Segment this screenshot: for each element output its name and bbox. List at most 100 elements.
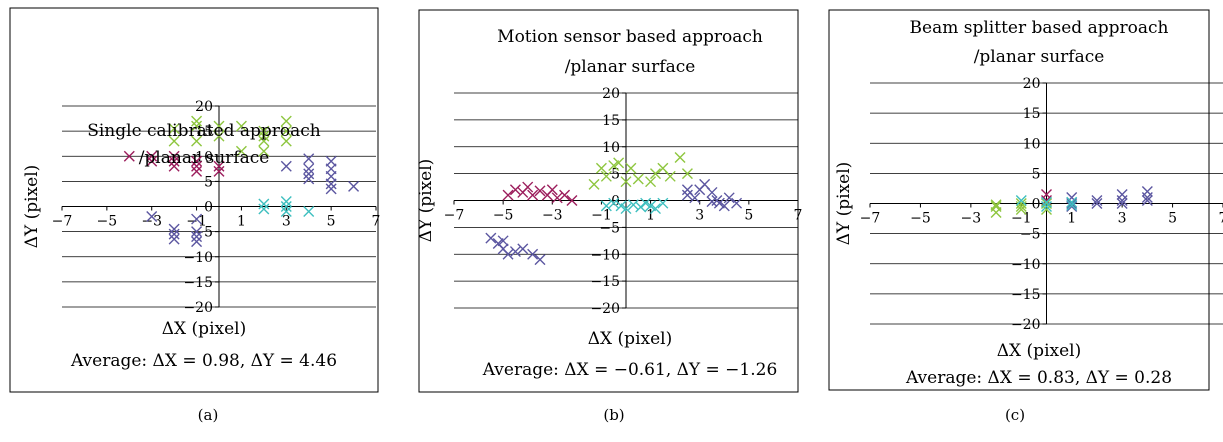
data-point [502,189,514,201]
data-point [168,135,180,147]
data-point [258,130,270,142]
panel-b: −7 −5 −3 −1 1 3 5 7 20 15 10 5 0 −5 −10 −15 −20 Motion se… [410,0,810,400]
x-tick-label: −3 [542,208,563,224]
data-point [213,130,225,142]
y-tick-label: 10 [602,140,620,156]
y-tick-label: −15 [183,275,213,291]
x-tick-label: 3 [1118,211,1127,227]
data-point [258,198,270,210]
data-point [723,192,735,204]
data-point [235,120,247,132]
data-point [191,236,203,248]
data-point [502,248,514,260]
data-point [258,135,270,147]
plot-frame [9,7,379,393]
y-tick-label: 20 [1023,76,1041,92]
x-tick-label: 1 [1067,211,1076,227]
chart-c: −7 −5 −3 −1 1 3 5 7 20 15 10 5 0 −5 −10 −15 −20 Beam spli… [828,9,1223,391]
data-point [146,150,158,162]
data-point [1091,198,1103,209]
data-point [168,228,180,240]
data-point [303,153,315,165]
data-point [608,197,620,209]
x-tick-label: −3 [141,214,162,230]
chart-title: Motion sensor based approach [497,27,763,47]
y-tick-label: −5 [1020,227,1041,243]
chart-title: /planar surface [565,57,696,77]
data-point [1066,201,1078,213]
data-point [674,152,686,163]
y-tick-label: 15 [602,113,620,129]
y-tick-label: 10 [1023,136,1041,152]
data-point [517,243,529,255]
data-point [303,173,315,185]
caption-a: (a) [197,406,219,424]
data-point [509,184,521,196]
data-point [706,186,718,198]
data-point [280,135,292,147]
data-point [645,176,657,188]
data-point [280,160,292,172]
data-point [627,199,639,211]
data-point [534,254,546,266]
y-tick-label: 15 [195,124,213,140]
y-tick-label: 0 [1032,197,1041,213]
data-point [1141,185,1153,197]
data-point [534,185,546,197]
y-tick-label: −10 [183,250,213,266]
data-point [191,213,203,225]
x-tick-label: −1 [1011,211,1032,227]
data-point [258,203,270,215]
chart-title: /planar surface [974,47,1105,67]
data-point [1015,204,1027,216]
data-point [280,125,292,137]
average-label: Average: ΔX = 0.83, ΔY = 0.28 [905,368,1172,388]
y-tick-label: 20 [195,99,213,115]
x-tick-label: 1 [237,214,246,230]
data-point [664,170,676,182]
y-tick-label: 15 [1023,106,1041,122]
x-tick-label: 5 [744,208,753,224]
data-point [168,150,180,162]
data-point [280,206,292,218]
x-tick-label: −1 [186,214,207,230]
x-tick-label: 7 [1219,211,1223,227]
data-point [1116,188,1128,200]
data-point [280,195,292,207]
y-tick-label: −5 [599,220,620,236]
y-tick-label: −10 [590,247,620,263]
caption-b: (b) [603,406,625,424]
data-point [485,232,497,244]
data-point [600,170,612,182]
chart-title: /planar surface [139,148,270,168]
y-tick-label: 10 [195,149,213,165]
y-tick-label: −20 [590,301,620,317]
x-tick-label: 1 [646,208,655,224]
data-point [990,207,1002,219]
data-point [649,203,661,215]
x-tick-label: −7 [860,211,881,227]
data-point [303,206,315,218]
data-point [146,211,158,223]
average-label: Average: ΔX = −0.61, ΔY = −1.26 [482,360,778,380]
data-point [191,115,203,127]
chart-title: Beam splitter based approach [910,18,1169,38]
data-point [625,162,637,174]
data-point [1041,201,1052,213]
y-tick-label: 5 [611,167,620,183]
data-point [551,192,563,204]
y-tick-label: −15 [1011,287,1041,303]
y-axis-label: ΔY (pixel) [834,162,854,246]
x-axis-label: ΔX (pixel) [997,341,1081,361]
x-tick-label: −1 [591,208,612,224]
panel-c: −7 −5 −3 −1 1 3 5 7 20 15 10 5 0 −5 −10 −15 −20 Beam spli… [820,0,1223,400]
panel-a: −7 −5 −3 −1 1 3 5 7 20 15 10 5 0 −5 −10 −15 −20 Single ca… [0,0,400,400]
plot-frame [828,9,1210,391]
x-tick-label: 5 [327,214,336,230]
y-tick-label: 0 [204,200,213,216]
data-point [706,196,718,208]
data-point [1116,198,1128,209]
data-point [213,120,225,132]
data-point [191,155,203,167]
